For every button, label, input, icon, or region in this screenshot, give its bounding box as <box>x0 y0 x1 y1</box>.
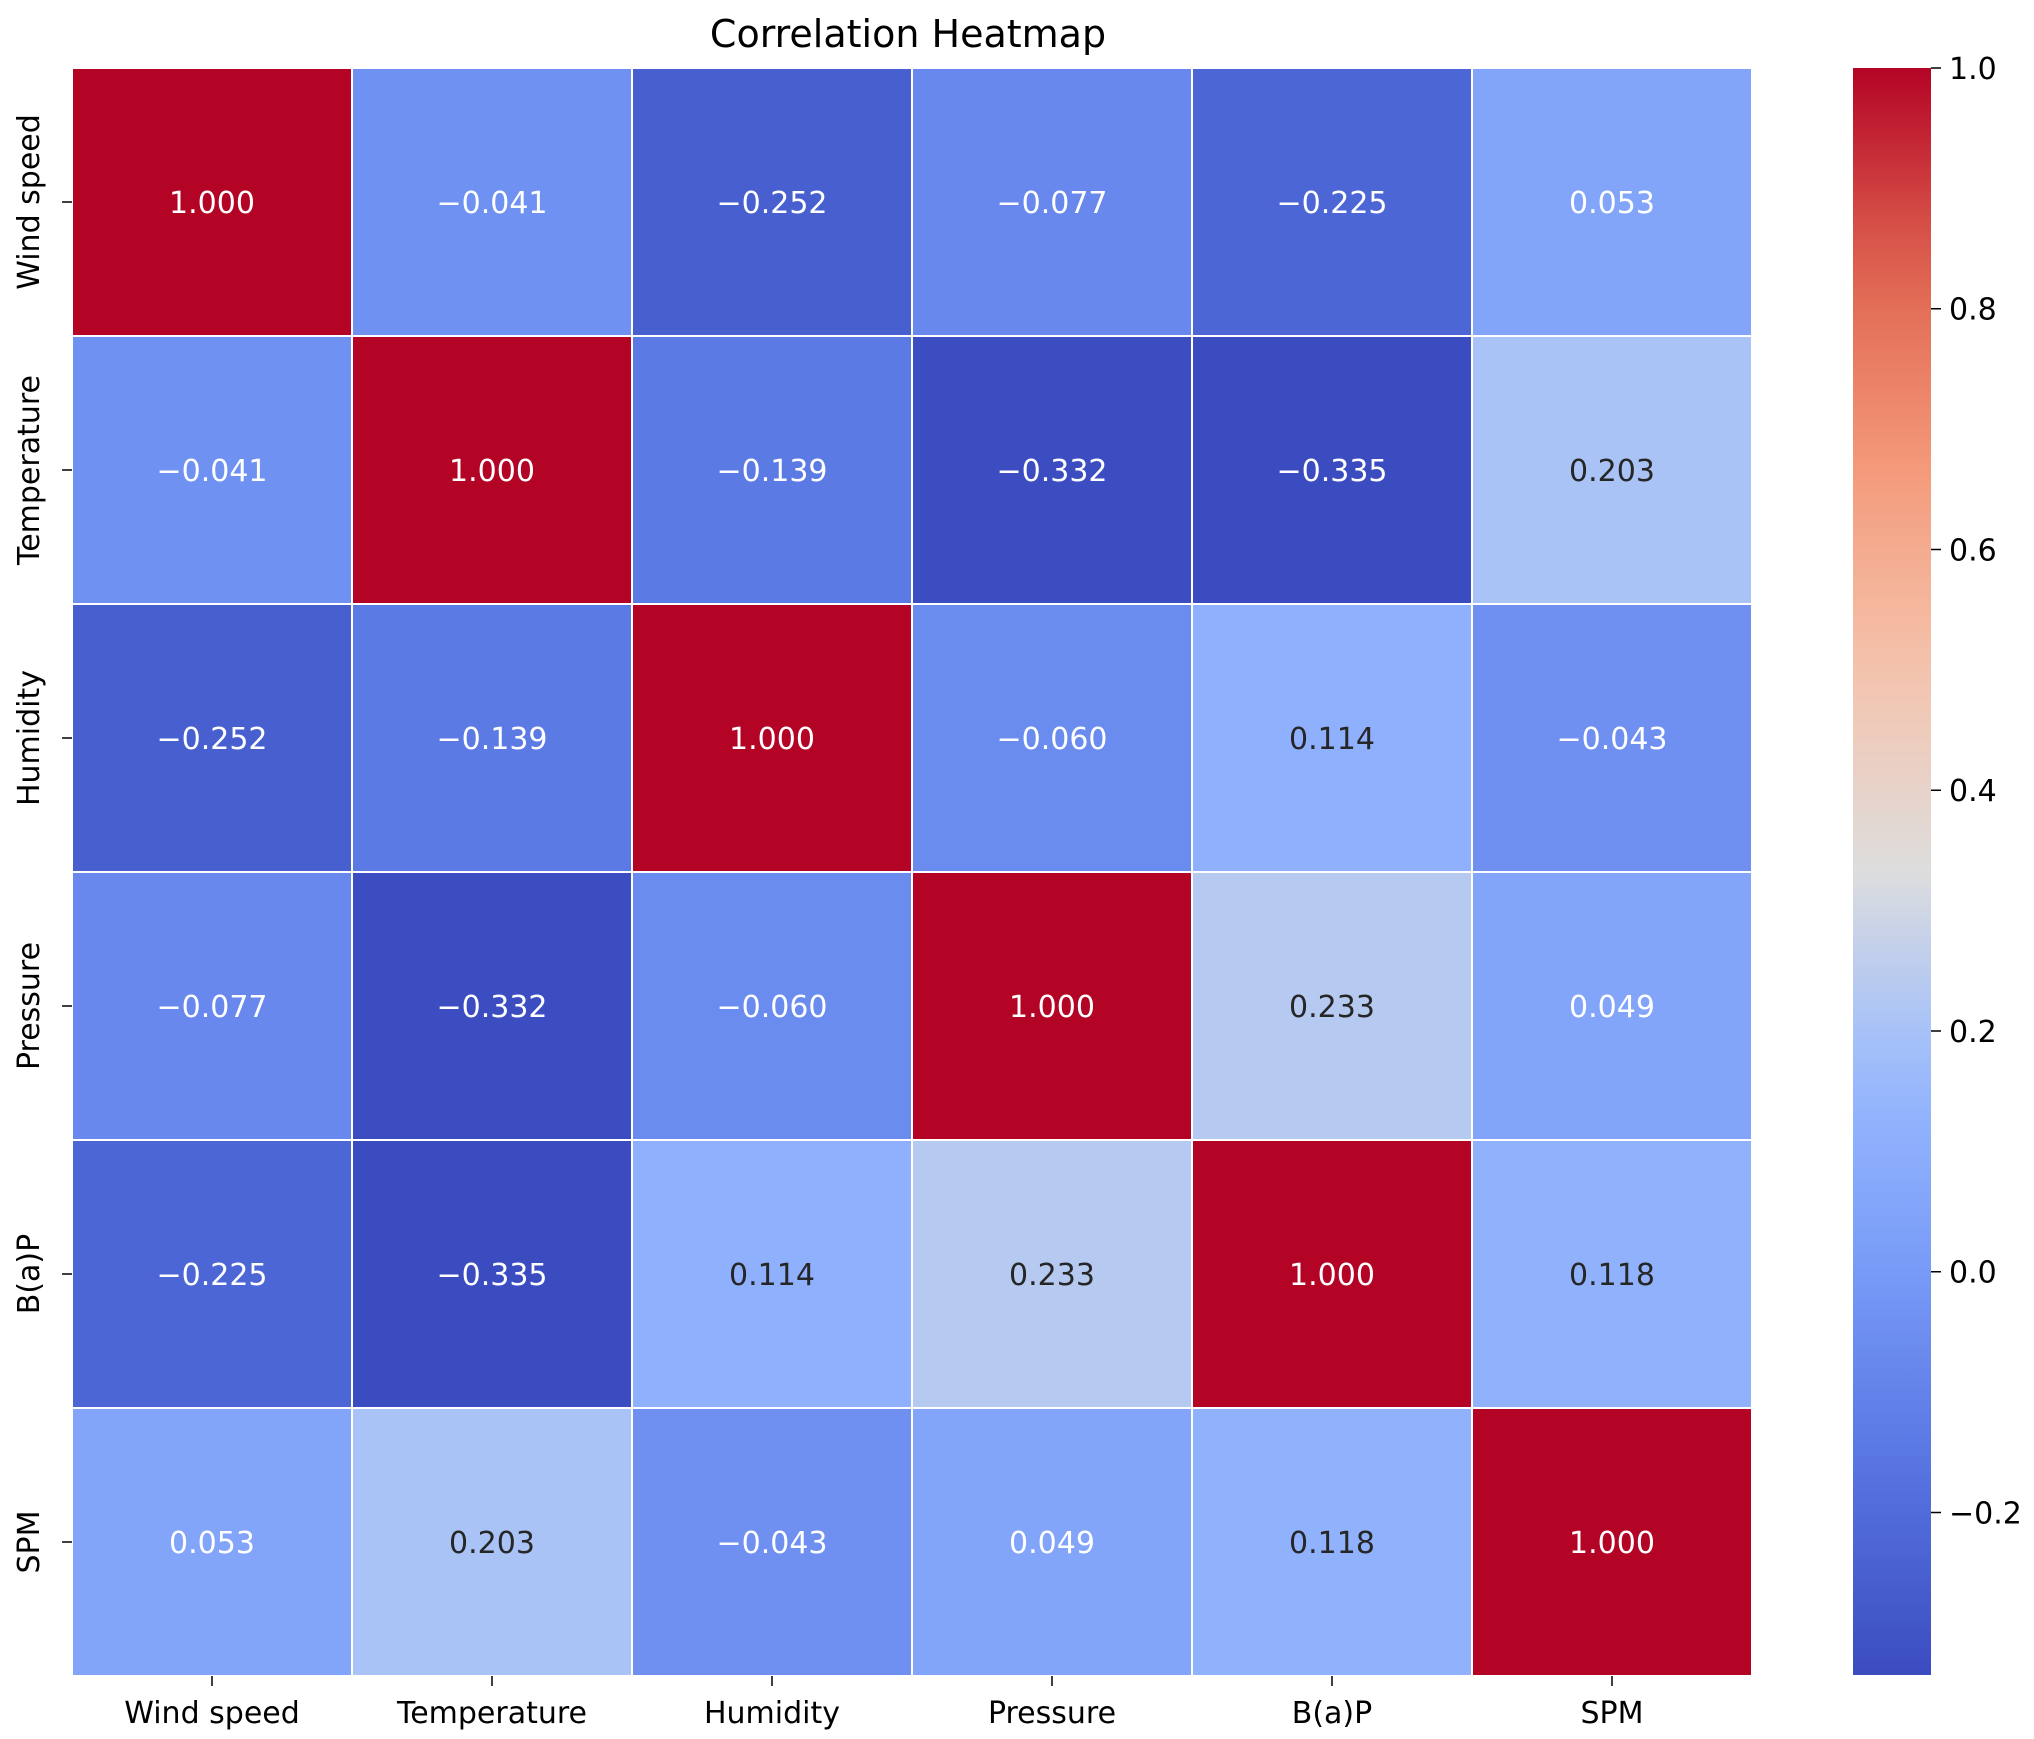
heatmap-cell-label: 0.118 <box>1289 1526 1375 1561</box>
heatmap-cell-label: 0.049 <box>1569 990 1655 1025</box>
heatmap-cell-label: −0.139 <box>716 454 827 489</box>
x-tick-label: SPM <box>1580 1696 1643 1731</box>
heatmap-cell-label: 0.049 <box>1009 1526 1095 1561</box>
heatmap-cell-label: 0.203 <box>1569 454 1655 489</box>
heatmap-cell <box>1191 603 1473 873</box>
heatmap-cell <box>1191 1407 1473 1677</box>
heatmap-cell <box>71 1139 353 1409</box>
heatmap-cell-label: 0.114 <box>729 1258 815 1293</box>
colorbar-tick-label: −0.2 <box>1949 1496 2022 1531</box>
heatmap-cell-label: 0.053 <box>169 1526 255 1561</box>
colorbar-ticks: 1.0 0.8 0.6 0.4 0.2 0.0 −0.2 <box>1931 52 2022 1531</box>
heatmap-cell-label: 1.000 <box>1289 1258 1375 1293</box>
y-tick-label: Temperature <box>12 375 47 566</box>
heatmap-cell <box>1471 1407 1753 1677</box>
heatmap-cell-label: −0.252 <box>156 722 267 757</box>
heatmap-cell <box>631 67 913 337</box>
heatmap-cell-label: −0.043 <box>716 1526 827 1561</box>
y-tick-label: Pressure <box>12 942 47 1070</box>
heatmap-cell-label: 0.053 <box>1569 186 1655 221</box>
chart-title: Correlation Heatmap <box>710 12 1106 56</box>
heatmap-cell <box>631 871 913 1141</box>
heatmap-cell <box>71 871 353 1141</box>
heatmap-cell-label: 1.000 <box>729 722 815 757</box>
heatmap-cell-label: 0.114 <box>1289 722 1375 757</box>
heatmap-cell <box>1471 67 1753 337</box>
heatmap-cell-label: −0.335 <box>436 1258 547 1293</box>
heatmap-cell-label: −0.041 <box>436 186 547 221</box>
x-tick-label: Wind speed <box>124 1696 300 1731</box>
heatmap-cell-labels: 1.000 −0.041 −0.252 −0.077 −0.225 0.053 −0.041… <box>156 186 1667 1561</box>
heatmap-cell-label: 0.203 <box>449 1526 535 1561</box>
heatmap-cell <box>1471 603 1753 873</box>
heatmap-cell-label: −0.043 <box>1556 722 1667 757</box>
x-tick-label: Humidity <box>704 1696 840 1731</box>
heatmap-cell <box>911 1139 1193 1409</box>
heatmap-cell-label: −0.077 <box>996 186 1107 221</box>
heatmap-cell <box>1471 1139 1753 1409</box>
heatmap-cell-label: −0.041 <box>156 454 267 489</box>
heatmap-cell <box>71 603 353 873</box>
colorbar-tick-label: 0.0 <box>1949 1256 1997 1291</box>
heatmap-cell <box>1471 335 1753 605</box>
x-axis: Wind speed Temperature Humidity Pressure B(a… <box>124 1676 1644 1731</box>
colorbar-tick-label: 0.8 <box>1949 293 1997 328</box>
colorbar-tick-label: 0.6 <box>1949 533 1997 568</box>
heatmap-cell-label: −0.335 <box>1276 454 1387 489</box>
heatmap-cell-label: 0.233 <box>1009 1258 1095 1293</box>
heatmap-cell <box>351 67 633 337</box>
heatmap-cell <box>1471 871 1753 1141</box>
heatmap-cell <box>911 871 1193 1141</box>
heatmap-cell <box>351 871 633 1141</box>
heatmap-cell <box>1191 1139 1473 1409</box>
heatmap-cell <box>631 603 913 873</box>
heatmap-cell <box>71 67 353 337</box>
y-tick-label: Humidity <box>12 670 47 806</box>
x-tick-label: B(a)P <box>1292 1696 1372 1731</box>
heatmap-cells <box>71 67 1753 1677</box>
colorbar-gradient-bar <box>1853 68 1931 1675</box>
heatmap-cell <box>911 1407 1193 1677</box>
x-tick-label: Pressure <box>988 1696 1116 1731</box>
colorbar-tick-label: 1.0 <box>1949 52 1997 87</box>
y-tick-label: Wind speed <box>12 114 47 290</box>
heatmap-cell <box>351 335 633 605</box>
colorbar-tick-label: 0.2 <box>1949 1015 1997 1050</box>
y-tick-label: B(a)P <box>12 1234 47 1314</box>
heatmap-cell <box>351 603 633 873</box>
colorbar: 1.0 0.8 0.6 0.4 0.2 0.0 −0.2 <box>1853 52 2022 1675</box>
heatmap-cell-label: −0.060 <box>716 990 827 1025</box>
heatmap-cell <box>1191 67 1473 337</box>
x-tick-label: Temperature <box>396 1696 587 1731</box>
y-axis: Wind speed Temperature Humidity Pressure B(a… <box>12 114 72 1574</box>
heatmap-cell-label: 0.118 <box>1569 1258 1655 1293</box>
heatmap-cell-label: 1.000 <box>1009 990 1095 1025</box>
heatmap-cell-label: 1.000 <box>449 454 535 489</box>
colorbar-tick-label: 0.4 <box>1949 774 1997 809</box>
y-tick-label: SPM <box>12 1510 47 1573</box>
heatmap-cell <box>911 603 1193 873</box>
heatmap-cell-label: −0.225 <box>1276 186 1387 221</box>
heatmap-cell <box>911 67 1193 337</box>
heatmap-cell-label: 1.000 <box>169 186 255 221</box>
heatmap-cell-label: −0.332 <box>996 454 1107 489</box>
heatmap-cell <box>911 335 1193 605</box>
heatmap-cell <box>631 1139 913 1409</box>
heatmap-cell-label: −0.077 <box>156 990 267 1025</box>
heatmap-cell-label: −0.060 <box>996 722 1107 757</box>
heatmap-cell-label: −0.252 <box>716 186 827 221</box>
heatmap-cell-label: −0.139 <box>436 722 547 757</box>
heatmap-cell-label: −0.332 <box>436 990 547 1025</box>
heatmap-cell <box>71 1407 353 1677</box>
heatmap-cell-label: 0.233 <box>1289 990 1375 1025</box>
heatmap-cell-label: −0.225 <box>156 1258 267 1293</box>
heatmap-cell-label: 1.000 <box>1569 1526 1655 1561</box>
heatmap-cell <box>1191 871 1473 1141</box>
